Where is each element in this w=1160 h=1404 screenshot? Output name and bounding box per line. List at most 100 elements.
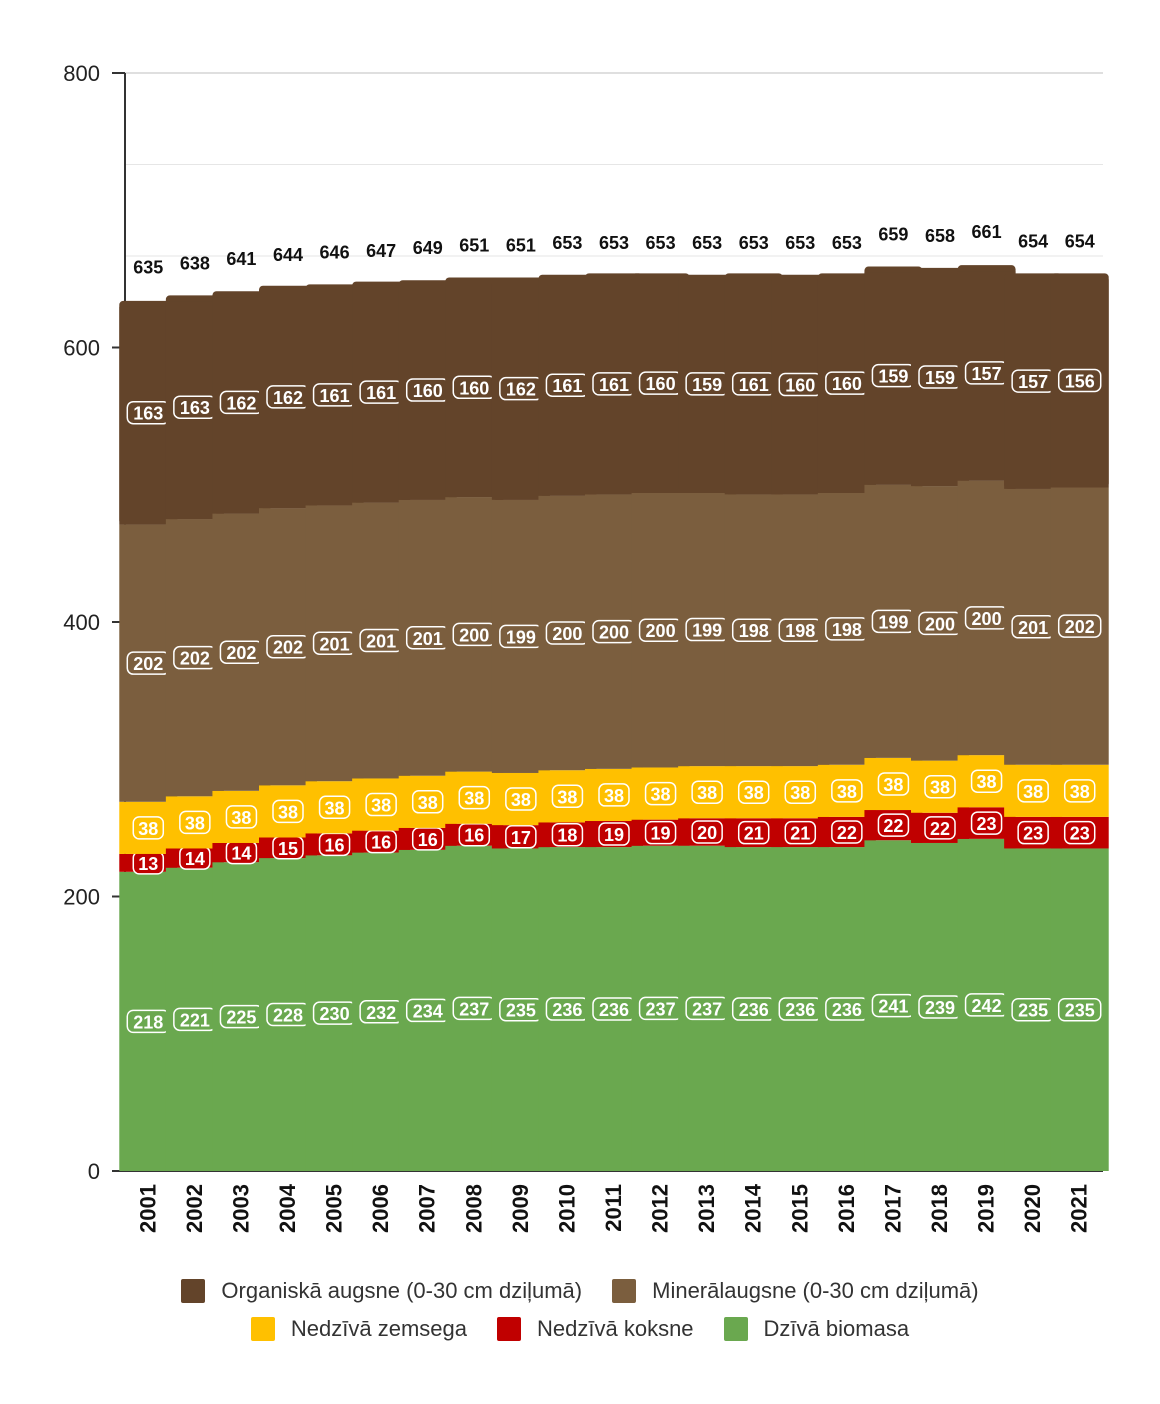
x-tick-label: 2011 [601, 1184, 626, 1232]
data-label: 38 [138, 819, 158, 839]
data-label-bg [970, 811, 1003, 835]
data-label: 200 [552, 624, 582, 644]
data-label: 159 [925, 368, 955, 388]
data-label: 15 [278, 839, 298, 859]
data-label: 156 [1065, 371, 1095, 391]
x-tick-label: 2009 [508, 1184, 533, 1233]
data-label: 38 [418, 793, 438, 813]
data-label: 202 [133, 654, 163, 674]
legend-item-deadwood: Nedzīvā koksne [497, 1316, 694, 1342]
y-tick-label: 0 [88, 1159, 100, 1184]
data-label: 234 [413, 1001, 443, 1021]
data-label: 241 [878, 997, 908, 1017]
x-tick-label: 2016 [834, 1184, 859, 1233]
data-label-bg [877, 772, 910, 796]
data-label: 201 [1018, 618, 1048, 638]
data-label: 235 [1018, 1001, 1048, 1021]
data-label: 221 [180, 1010, 210, 1030]
x-tick-label: 2012 [648, 1184, 673, 1233]
legend-label-deadwood: Nedzīvā koksne [537, 1316, 694, 1341]
total-label: 651 [506, 236, 536, 256]
x-tick-label: 2004 [275, 1183, 300, 1233]
data-label: 237 [646, 999, 676, 1019]
data-label-bg [737, 820, 770, 845]
x-tick-label: 2015 [787, 1184, 812, 1233]
data-label: 38 [837, 782, 857, 802]
total-label: 659 [878, 225, 908, 245]
data-label: 14 [231, 844, 251, 864]
x-tick-label: 2005 [322, 1184, 347, 1233]
data-label: 162 [273, 388, 303, 408]
legend-item-litter: Nedzīvā zemsega [250, 1316, 467, 1342]
data-label: 21 [744, 824, 764, 844]
data-label: 239 [925, 998, 955, 1018]
data-label-bg [1057, 368, 1102, 393]
data-label: 21 [790, 824, 810, 844]
data-label: 160 [785, 376, 815, 396]
legend-label-mineral-soil: Minerālaugsne (0-30 cm dziļumā) [652, 1278, 979, 1303]
data-label-bg [737, 780, 770, 804]
data-label: 237 [692, 999, 722, 1019]
data-label: 38 [883, 775, 903, 795]
data-label: 163 [180, 398, 210, 418]
data-label: 162 [506, 380, 536, 400]
data-label: 200 [972, 609, 1002, 629]
x-tick-label: 2007 [415, 1184, 440, 1233]
x-tick-label: 2021 [1067, 1184, 1092, 1233]
data-label-bg [924, 816, 956, 840]
data-label: 157 [1018, 372, 1048, 392]
total-label: 638 [180, 253, 210, 273]
data-label: 38 [744, 783, 764, 803]
data-label: 236 [739, 1000, 769, 1020]
data-label: 38 [1023, 782, 1043, 802]
data-label-bg [225, 805, 258, 829]
total-label: 658 [925, 226, 955, 246]
total-label: 653 [785, 233, 815, 253]
data-label: 38 [185, 813, 205, 833]
data-label: 236 [599, 1000, 629, 1020]
total-label: 653 [692, 233, 722, 253]
data-label: 198 [739, 621, 769, 641]
y-tick-label: 200 [63, 885, 100, 910]
total-label: 644 [273, 245, 303, 265]
data-label: 159 [692, 375, 722, 395]
data-label: 235 [506, 1001, 536, 1021]
data-label: 38 [511, 790, 531, 810]
total-label: 635 [133, 257, 163, 277]
total-label: 649 [413, 238, 443, 258]
x-tick-label: 2013 [694, 1184, 719, 1233]
data-label: 160 [459, 378, 489, 398]
data-label: 201 [320, 634, 350, 654]
stacked-bar-chart: 0 200 400 600 800 218 13 38 202 163 635 2001 221 14 38… [63, 61, 1109, 1233]
legend-swatch-living-biomass [723, 1317, 748, 1341]
data-label-bg [598, 783, 630, 807]
legend-swatch-organic-soil [181, 1279, 206, 1303]
data-label: 38 [371, 796, 391, 816]
data-label: 161 [320, 386, 350, 406]
legend-item-living-biomass: Dzīvā biomasa [723, 1316, 909, 1342]
data-label: 201 [366, 632, 396, 652]
data-label-bg [831, 779, 863, 803]
data-label: 38 [231, 808, 251, 828]
data-label-bg [1017, 820, 1049, 845]
data-label-bg [831, 820, 863, 844]
data-label: 23 [1070, 824, 1090, 844]
data-label: 200 [459, 625, 489, 645]
legend-row-2: Nedzīvā zemsega Nedzīvā koksne Dzīvā bio… [0, 1316, 1160, 1342]
x-tick-label: 2008 [461, 1184, 486, 1233]
data-label: 23 [1023, 824, 1043, 844]
total-label: 653 [739, 233, 769, 253]
total-label: 641 [226, 249, 256, 269]
data-label: 14 [185, 849, 205, 869]
total-label: 647 [366, 241, 396, 261]
legend-label-organic-soil: Organiskā augsne (0-30 cm dziļumā) [221, 1278, 583, 1303]
x-tick-label: 2020 [1020, 1184, 1045, 1233]
data-label: 16 [418, 830, 438, 850]
data-label: 38 [325, 798, 345, 818]
x-tick-label: 2019 [974, 1184, 999, 1233]
data-label: 16 [464, 826, 484, 846]
data-label-bg [458, 785, 491, 810]
data-label: 161 [366, 383, 396, 403]
data-label: 200 [599, 623, 629, 643]
data-label: 163 [133, 404, 163, 424]
